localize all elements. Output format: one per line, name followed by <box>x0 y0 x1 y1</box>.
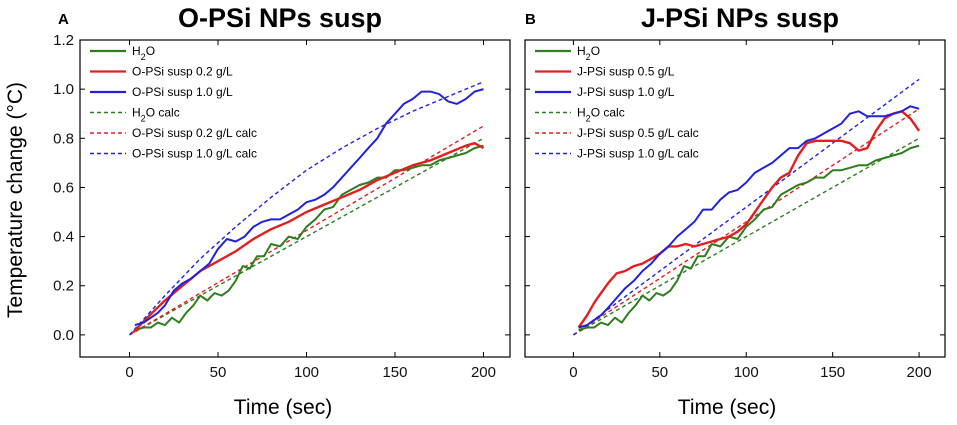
panel-b: B J-PSi NPs susp Time (sec) 0 50 100 150 200… <box>524 3 946 419</box>
panel-b-x-tick-label: 150 <box>820 364 845 381</box>
panel-b-legend-label: J-PSi susp 1.0 g/L calc <box>577 147 699 161</box>
panel-b-legend-label: J-PSi susp 0.5 g/L calc <box>577 126 699 140</box>
panel-a: A O-PSi NPs susp Time (sec) 0 50 100 150 200… <box>53 3 511 419</box>
panel-a-x-tick-label: 200 <box>471 364 496 381</box>
panel-a-title: O-PSi NPs susp <box>178 3 382 33</box>
panel-a-y-tick-label: 0.2 <box>53 278 74 295</box>
panel-b-title: J-PSi NPs susp <box>641 3 839 33</box>
panel-a-legend-label: O-PSi susp 1.0 g/L <box>132 85 233 99</box>
panel-b-legend-label: J-PSi susp 0.5 g/L <box>577 65 675 79</box>
panel-b-plot-frame <box>524 39 946 358</box>
panel-a-y-tick-label: 0.6 <box>53 179 74 196</box>
panel-a-legend-label: H2O calc <box>132 106 180 124</box>
panel-a-series-o-psi-susp-1-0-g-l-calc <box>128 81 484 336</box>
panel-a-y-tick-label: 0.4 <box>53 229 74 246</box>
panel-a-series-h2o-calc <box>129 137 484 336</box>
panel-a-legend-label: O-PSi susp 0.2 g/L calc <box>132 126 257 140</box>
y-axis-label: Temperature change (°C) <box>4 82 27 318</box>
panel-b-x-tick-label: 100 <box>734 364 759 381</box>
panel-b-legend-label: H2O calc <box>577 106 625 124</box>
panel-a-legend-label: O-PSi susp 1.0 g/L calc <box>132 147 257 161</box>
panel-b-legend-label: H2O <box>577 44 600 62</box>
panel-a-series-h2o <box>134 144 484 331</box>
panel-a-letter: A <box>58 11 69 28</box>
panel-a-legend-label: O-PSi susp 0.2 g/L <box>132 65 233 79</box>
panel-b-series-j-psi-susp-1-0-g-l <box>578 105 920 329</box>
panel-a-x-axis-label: Time (sec) <box>234 396 332 419</box>
panel-a-y-tick-label: 1.2 <box>53 32 74 49</box>
panel-b-series-j-psi-susp-0-5-g-l-calc <box>573 108 920 336</box>
panel-a-x-tick-label: 150 <box>382 364 407 381</box>
panel-a-series-o-psi-susp-1-0-g-l <box>134 88 484 327</box>
panel-b-legend-label: J-PSi susp 1.0 g/L <box>577 85 675 99</box>
panel-a-x-tick-label: 100 <box>294 364 319 381</box>
panel-a-y-tick-label: 1.0 <box>53 81 74 98</box>
panel-a-plot-frame <box>79 39 511 358</box>
panel-b-series-j-psi-susp-1-0-g-l-calc <box>572 78 920 336</box>
panel-b-x-tick-label: 200 <box>907 364 932 381</box>
panel-a-x-tick-label: 0 <box>125 364 133 381</box>
panel-b-x-axis-label: Time (sec) <box>678 396 776 419</box>
panel-a-series-o-psi-susp-0-2-g-l-calc <box>129 125 484 336</box>
panel-b-series-h2o <box>578 144 920 331</box>
panel-b-letter: B <box>525 11 536 28</box>
panel-a-x-tick-label: 50 <box>210 364 227 381</box>
panel-a-y-tick-label: 0.0 <box>53 327 74 344</box>
panel-b-series-j-psi-susp-0-5-g-l <box>577 110 921 329</box>
panel-b-x-tick-label: 0 <box>569 364 577 381</box>
panel-a-legend-label: H2O <box>132 44 155 62</box>
panel-b-series-h2o-calc <box>573 137 920 336</box>
panel-b-x-tick-label: 50 <box>651 364 668 381</box>
panel-a-y-tick-label: 0.8 <box>53 130 74 147</box>
